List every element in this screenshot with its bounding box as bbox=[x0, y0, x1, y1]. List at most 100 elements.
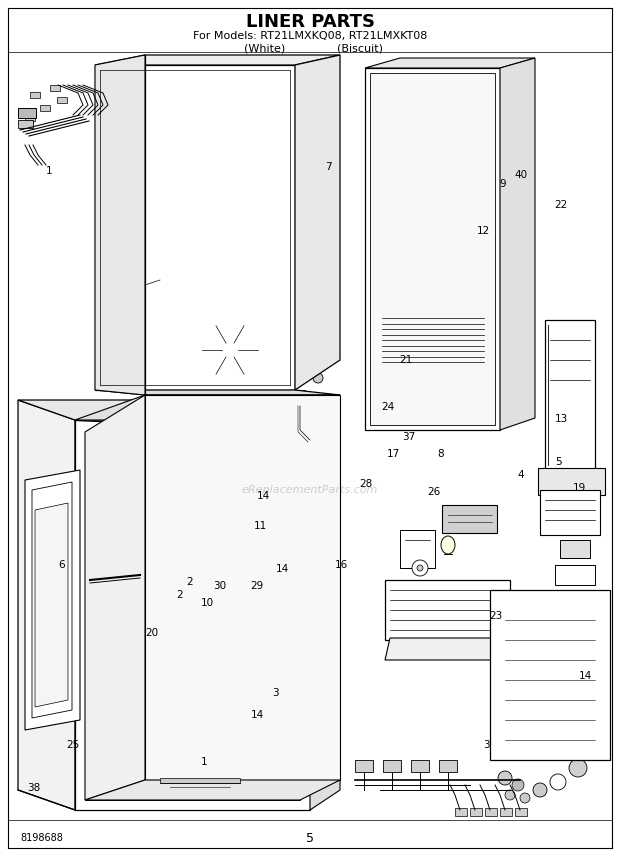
Text: 5: 5 bbox=[306, 831, 314, 845]
Bar bbox=[248, 308, 266, 320]
Bar bbox=[330, 590, 340, 605]
Circle shape bbox=[520, 793, 530, 803]
Text: eReplacementParts.com: eReplacementParts.com bbox=[242, 485, 378, 495]
Polygon shape bbox=[25, 470, 80, 730]
Text: 22: 22 bbox=[554, 200, 568, 211]
Bar bbox=[515, 808, 527, 816]
Bar bbox=[18, 120, 33, 128]
Polygon shape bbox=[95, 55, 145, 395]
Text: 10: 10 bbox=[201, 598, 215, 609]
Text: (Biscuit): (Biscuit) bbox=[337, 43, 383, 53]
Text: 8: 8 bbox=[437, 449, 443, 459]
Bar bbox=[383, 760, 401, 772]
Circle shape bbox=[498, 224, 510, 236]
Bar bbox=[455, 808, 467, 816]
Polygon shape bbox=[500, 58, 535, 430]
Text: 16: 16 bbox=[334, 560, 348, 570]
Text: 26: 26 bbox=[427, 487, 441, 497]
Bar bbox=[30, 92, 40, 98]
Text: 7: 7 bbox=[326, 162, 332, 172]
Text: 40: 40 bbox=[514, 170, 528, 181]
Polygon shape bbox=[95, 55, 340, 65]
Bar bbox=[470, 808, 482, 816]
Circle shape bbox=[181, 739, 189, 747]
Text: 38: 38 bbox=[27, 782, 41, 793]
Circle shape bbox=[505, 790, 515, 800]
Bar bbox=[160, 272, 182, 290]
Polygon shape bbox=[385, 580, 510, 640]
Bar bbox=[268, 302, 290, 337]
Text: 11: 11 bbox=[254, 521, 267, 532]
Bar bbox=[57, 97, 67, 103]
Polygon shape bbox=[75, 420, 310, 810]
Circle shape bbox=[177, 735, 193, 751]
Bar bbox=[385, 75, 415, 81]
Ellipse shape bbox=[401, 161, 459, 229]
Text: 23: 23 bbox=[489, 611, 503, 621]
Polygon shape bbox=[490, 590, 610, 760]
Text: 29: 29 bbox=[250, 581, 264, 591]
Polygon shape bbox=[85, 432, 300, 800]
Circle shape bbox=[569, 759, 587, 777]
Polygon shape bbox=[365, 68, 500, 430]
Text: 19: 19 bbox=[573, 483, 587, 493]
Polygon shape bbox=[160, 778, 240, 783]
Bar bbox=[295, 390, 305, 406]
Text: 1: 1 bbox=[46, 166, 53, 176]
Polygon shape bbox=[145, 395, 340, 780]
Text: For Models: RT21LMXKQ08, RT21LMXKT08: For Models: RT21LMXKQ08, RT21LMXKT08 bbox=[193, 31, 427, 41]
Text: (White): (White) bbox=[244, 43, 286, 53]
Circle shape bbox=[572, 487, 578, 493]
Circle shape bbox=[412, 560, 428, 576]
Text: 14: 14 bbox=[250, 710, 264, 720]
Text: 1: 1 bbox=[202, 757, 208, 767]
Bar bbox=[355, 760, 373, 772]
Text: 14: 14 bbox=[257, 491, 270, 502]
Bar bbox=[18, 108, 36, 118]
Bar bbox=[400, 530, 435, 568]
Ellipse shape bbox=[330, 603, 340, 608]
Polygon shape bbox=[95, 65, 295, 390]
Text: 24: 24 bbox=[381, 401, 394, 412]
Polygon shape bbox=[18, 400, 75, 810]
Bar bbox=[378, 310, 488, 365]
Bar bbox=[500, 600, 600, 750]
Text: 30: 30 bbox=[213, 581, 227, 591]
Text: 17: 17 bbox=[387, 449, 401, 459]
Bar bbox=[442, 505, 497, 533]
Text: 5: 5 bbox=[555, 457, 561, 467]
Text: 12: 12 bbox=[477, 226, 490, 236]
Bar bbox=[40, 105, 50, 111]
Text: 14: 14 bbox=[275, 564, 289, 574]
Polygon shape bbox=[95, 390, 340, 395]
Polygon shape bbox=[75, 395, 340, 420]
Text: 3: 3 bbox=[484, 740, 490, 750]
Text: 2: 2 bbox=[186, 577, 192, 587]
Text: 25: 25 bbox=[66, 740, 80, 750]
Text: LINER PARTS: LINER PARTS bbox=[246, 13, 374, 31]
Circle shape bbox=[550, 774, 566, 790]
Bar bbox=[411, 760, 429, 772]
Text: 28: 28 bbox=[359, 479, 373, 489]
Text: 6: 6 bbox=[59, 560, 65, 570]
Bar bbox=[560, 540, 590, 558]
Circle shape bbox=[417, 565, 423, 571]
Circle shape bbox=[39, 581, 49, 591]
Circle shape bbox=[313, 373, 323, 383]
Polygon shape bbox=[85, 780, 340, 800]
Bar bbox=[439, 760, 457, 772]
Bar bbox=[35, 545, 47, 563]
Text: 2: 2 bbox=[177, 590, 183, 600]
Polygon shape bbox=[538, 468, 605, 495]
Bar bbox=[35, 620, 47, 638]
Polygon shape bbox=[32, 482, 72, 718]
Bar bbox=[485, 808, 497, 816]
Circle shape bbox=[498, 771, 512, 785]
Text: 13: 13 bbox=[554, 414, 568, 425]
Text: 20: 20 bbox=[145, 628, 159, 639]
Circle shape bbox=[195, 310, 205, 320]
Text: 4: 4 bbox=[518, 470, 524, 480]
Polygon shape bbox=[18, 400, 310, 420]
Polygon shape bbox=[310, 395, 340, 810]
Polygon shape bbox=[295, 55, 340, 390]
